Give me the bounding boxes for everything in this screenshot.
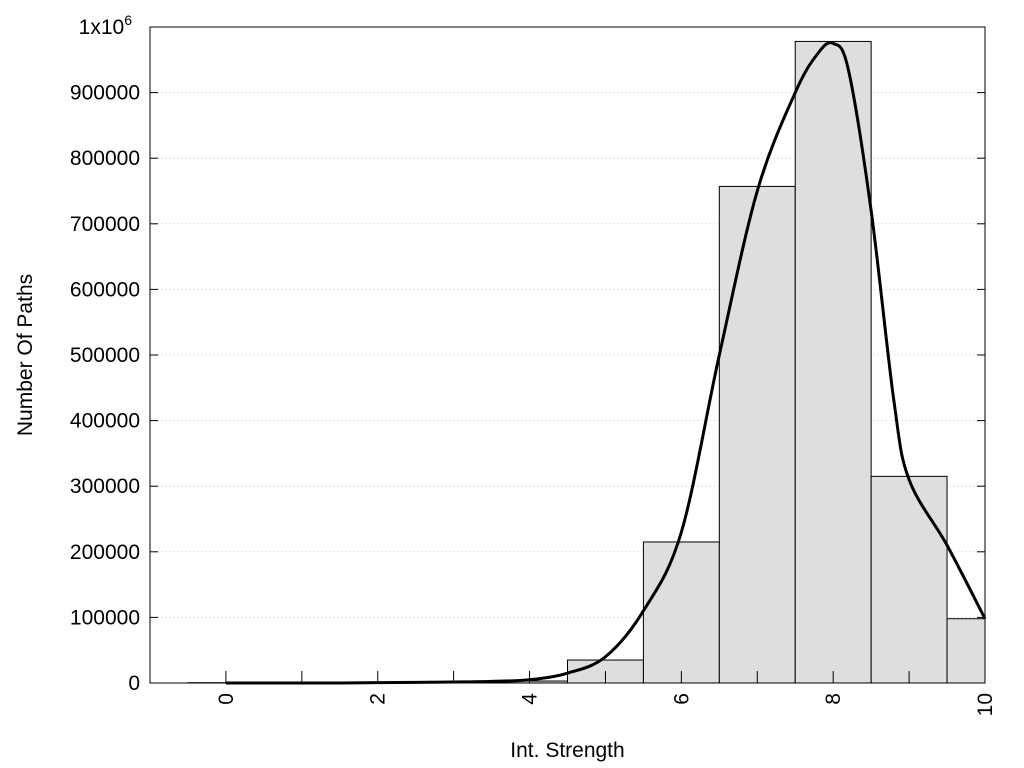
x-tick-label-4: 8 <box>822 693 845 705</box>
x-tick-label-2: 4 <box>519 693 542 705</box>
y-tick-label-5: 500000 <box>70 344 140 367</box>
y-tick-label-1: 100000 <box>70 606 140 629</box>
y-tick-label-3: 300000 <box>70 475 140 498</box>
x-axis: 0 2 4 6 8 10 <box>215 671 997 716</box>
y-axis-label: Number Of Paths <box>14 274 37 436</box>
x-tick-label-1: 2 <box>367 693 390 705</box>
y-tick-label-8: 800000 <box>70 147 140 170</box>
y-tick-label-2: 200000 <box>70 541 140 564</box>
bar-10 <box>946 618 986 684</box>
y-tick-label-0: 0 <box>128 672 140 695</box>
y-tick-label-10: 1x106 <box>79 12 133 39</box>
y-axis: 0 100000 200000 300000 400000 500000 600000 700… <box>70 12 985 695</box>
bars <box>187 40 986 684</box>
x-tick-label-5: 10 <box>974 693 997 716</box>
y-tick-label-9: 900000 <box>70 82 140 105</box>
bar-9 <box>870 475 948 684</box>
x-axis-label: Int. Strength <box>510 739 624 762</box>
x-tick-label-3: 6 <box>670 693 693 705</box>
bar-7 <box>718 185 796 684</box>
bar-6 <box>642 541 720 684</box>
bar-8 <box>794 40 872 684</box>
y-tick-label-4: 400000 <box>70 410 140 433</box>
y-tick-label-6: 600000 <box>70 278 140 301</box>
x-tick-label-0: 0 <box>215 693 238 705</box>
y-tick-label-7: 700000 <box>70 213 140 236</box>
